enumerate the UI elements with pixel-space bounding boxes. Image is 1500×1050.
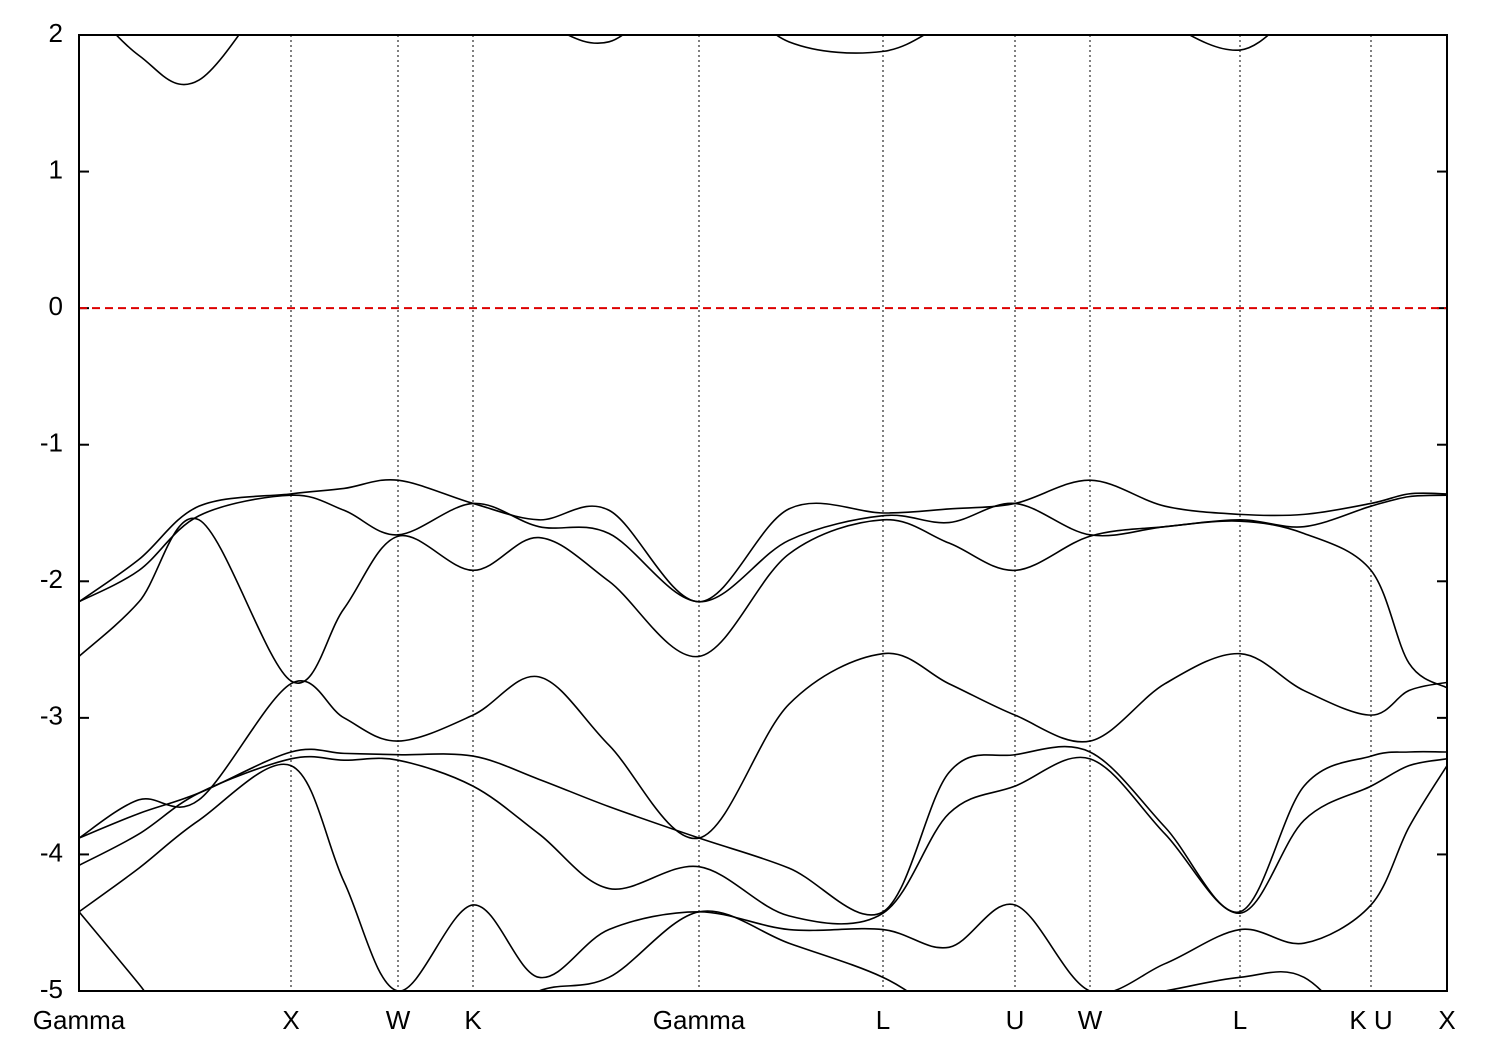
band-line	[79, 652, 1447, 840]
x-tick-label: Gamma	[653, 1005, 746, 1035]
band-line	[79, 745, 1447, 916]
y-tick-label: 0	[49, 291, 63, 321]
x-tick-label: U	[1006, 1005, 1025, 1035]
plot-frame	[78, 34, 1448, 992]
band-line	[115, 35, 1270, 86]
x-tick-label: Gamma	[33, 1005, 126, 1035]
y-tick-label: -5	[40, 974, 63, 1004]
band-line	[79, 517, 1447, 689]
x-tick-label: K U	[1349, 1005, 1392, 1035]
bands	[79, 35, 1447, 991]
band-line	[79, 910, 1323, 991]
x-tick-label: X	[282, 1005, 299, 1035]
x-tick-label: W	[386, 1005, 411, 1035]
y-tick-label: 2	[49, 18, 63, 48]
y-tick-label: -4	[40, 837, 63, 867]
x-tick-label: X	[1438, 1005, 1455, 1035]
y-tick-label: -3	[40, 701, 63, 731]
band-line	[79, 478, 1447, 603]
y-tick-label: -1	[40, 428, 63, 458]
x-tick-label: W	[1078, 1005, 1103, 1035]
y-tick-label: 1	[49, 154, 63, 184]
x-tick-label: L	[1233, 1005, 1247, 1035]
band-line	[79, 494, 1447, 603]
x-tick-label: K	[464, 1005, 482, 1035]
x-tick-label: L	[876, 1005, 890, 1035]
band-line	[79, 763, 1447, 991]
y-tick-label: -2	[40, 564, 63, 594]
band-line	[79, 755, 1447, 925]
